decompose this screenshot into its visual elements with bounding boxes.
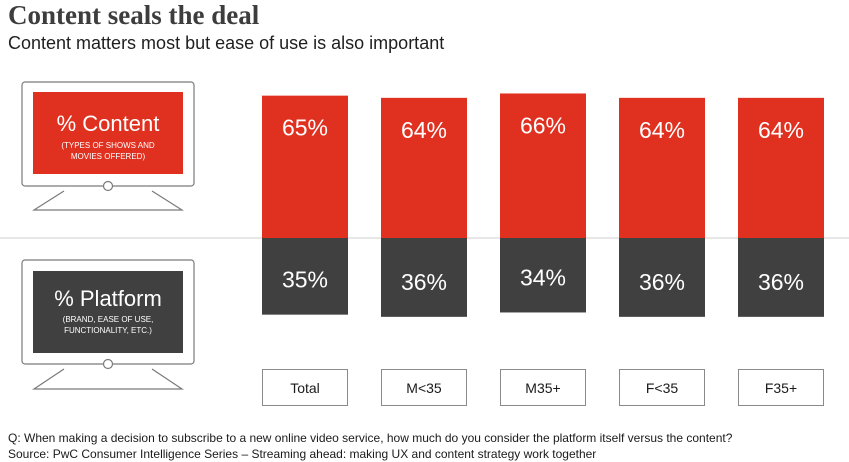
bar-content-f35- [738,97,824,238]
bar-platform-total [262,238,348,315]
category-label-m35-: M35+ [525,380,560,396]
bar-content-m-35 [381,97,467,238]
category-box-total [262,369,348,406]
footer-source: Source: PwC Consumer Intelligence Series… [8,447,597,461]
label-content-m35-: 66% [520,112,566,138]
content-tv-power-button [102,180,114,192]
category-label-f-35: F<35 [646,380,679,396]
content-tv-stand [31,190,185,211]
bar-platform-m-35 [381,238,467,317]
label-content-m-35: 64% [401,117,447,143]
legend-content-sub-line2: MOVIES OFFERED) [71,152,146,161]
platform-tv-stand [32,368,184,390]
content-tv-icon [21,81,195,211]
label-platform-m35-: 34% [520,264,566,290]
label-content-total: 65% [282,115,328,141]
label-platform-f-35: 36% [639,269,685,295]
legend-platform-label: % Platform [54,286,162,311]
label-platform-f35-: 36% [758,269,804,295]
bar-platform-m35- [500,238,586,313]
category-label-total: Total [290,380,320,396]
bar-content-m35- [500,93,586,239]
bar-content-f-35 [619,97,705,238]
legend-content-sub-line1: (TYPES OF SHOWS AND [61,141,155,150]
label-platform-m-35: 36% [401,269,447,295]
platform-tv-screen [33,271,183,353]
category-box-m-35 [381,369,467,406]
page-subtitle: Content matters most but ease of use is … [8,33,445,53]
legend-content-label: % Content [57,111,160,136]
bar-content-total [262,95,348,239]
platform-tv-power-button [102,358,114,370]
category-label-m-35: M<35 [406,380,442,396]
content-tv-screen [33,92,183,174]
category-box-m35- [500,369,586,406]
page-title: Content seals the deal [8,0,260,30]
label-content-f-35: 64% [639,117,685,143]
label-content-f35-: 64% [758,117,804,143]
legend-platform-sub-line1: (BRAND, EASE OF USE, [63,315,154,324]
bars-group: 65% 35% Total 64% 36% M<35 66% 34% M35+ 64% 36% F<3… [262,93,824,406]
category-box-f35- [738,369,824,406]
bar-platform-f35- [738,238,824,317]
bar-platform-f-35 [619,238,705,317]
footer-question: Q: When making a decision to subscribe t… [8,431,733,445]
category-box-f-35 [619,369,705,406]
category-label-f35-: F35+ [765,380,797,396]
legend-platform-sub-line2: FUNCTIONALITY, ETC.) [64,326,152,335]
platform-tv-icon [21,259,195,390]
label-platform-total: 35% [282,267,328,293]
